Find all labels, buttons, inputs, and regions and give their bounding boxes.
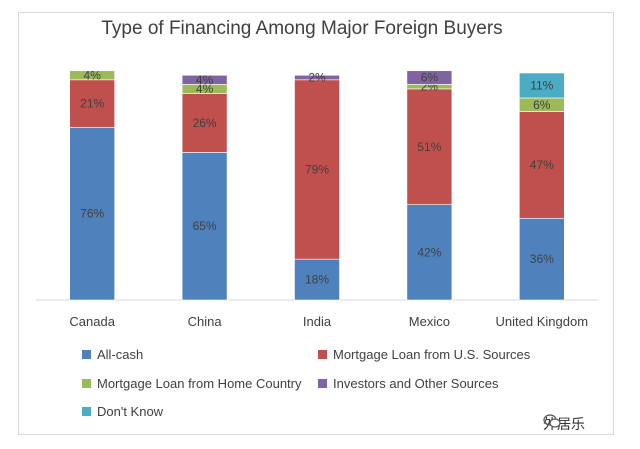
data-label: 36% — [530, 252, 554, 266]
legend-item: All-cash — [82, 347, 143, 362]
bar-segment — [294, 74, 340, 81]
bar-segment — [518, 72, 565, 99]
watermark: 外居乐 — [543, 414, 585, 434]
bar-segment — [406, 204, 453, 301]
bar-segment — [181, 152, 228, 301]
data-label: 6% — [421, 71, 439, 85]
wechat-icon — [543, 414, 561, 428]
bar-segment — [294, 79, 340, 260]
x-tick-label: China — [188, 314, 223, 329]
bar-segment — [69, 79, 115, 128]
bar-segment — [294, 258, 340, 301]
data-label: 26% — [193, 116, 217, 130]
data-label: 21% — [80, 97, 104, 111]
data-label: 79% — [305, 162, 329, 176]
data-label: 6% — [533, 98, 551, 112]
data-label: 2% — [308, 71, 326, 85]
legend-item: Mortgage Loan from Home Country — [82, 376, 301, 391]
data-label: 4% — [196, 73, 214, 87]
data-label: 47% — [530, 158, 554, 172]
legend-label: Mortgage Loan from U.S. Sources — [333, 347, 531, 362]
x-tick-label: United Kingdom — [496, 314, 589, 329]
bar-segment — [406, 70, 453, 85]
legend-item: Mortgage Loan from U.S. Sources — [318, 347, 530, 362]
data-label: 4% — [196, 82, 214, 96]
bar-segment — [518, 111, 565, 219]
data-label: 42% — [417, 245, 441, 259]
bar-segment — [69, 70, 115, 81]
bar-segment — [181, 93, 228, 153]
data-label: 11% — [530, 78, 553, 92]
legend-label: Investors and Other Sources — [333, 376, 499, 391]
legend-swatch — [82, 407, 91, 416]
data-label: 51% — [417, 140, 441, 154]
bar-segment — [69, 127, 115, 301]
legend-swatch — [82, 350, 91, 359]
chart-title: Type of Financing Among Major Foreign Bu… — [101, 18, 503, 39]
x-tick-label: India — [303, 314, 332, 329]
legend-swatch — [82, 379, 91, 388]
legend-label: Don't Know — [97, 404, 164, 419]
legend-label: All-cash — [97, 347, 144, 362]
x-tick-label: Mexico — [409, 314, 450, 329]
legend-swatch — [318, 350, 327, 359]
x-tick-label: Canada — [69, 314, 115, 329]
data-label: 65% — [193, 219, 217, 233]
legend-swatch — [318, 379, 327, 388]
data-label: 4% — [84, 68, 102, 82]
bar-segment — [181, 74, 228, 85]
data-label: 18% — [305, 273, 329, 287]
data-label: 76% — [80, 207, 104, 221]
bar-segment — [518, 217, 565, 301]
legend-item: Investors and Other Sources — [318, 376, 498, 391]
legend-label: Mortgage Loan from Home Country — [97, 376, 302, 391]
legend-item: Don't Know — [82, 404, 163, 419]
